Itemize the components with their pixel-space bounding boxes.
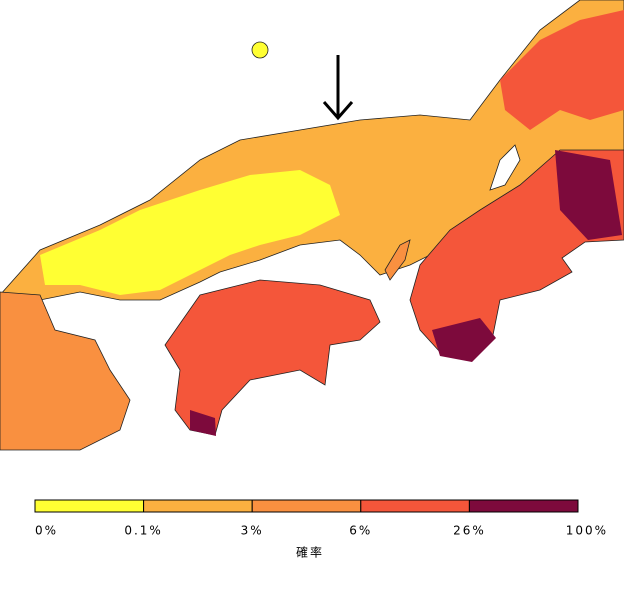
legend-swatch [251, 499, 362, 513]
red-area-north [500, 10, 624, 130]
yellow-area [40, 170, 340, 295]
arrow [322, 55, 354, 121]
kyushu [0, 291, 131, 451]
lake [489, 144, 521, 191]
dark-area-east [555, 150, 622, 240]
dark-area-shikoku [190, 410, 216, 436]
legend-label: 0% [35, 524, 58, 538]
legend-swatch [34, 499, 145, 513]
legend-swatch [143, 499, 253, 513]
shikoku [164, 279, 381, 436]
legend-label: 26% [453, 524, 486, 538]
awaji [384, 239, 411, 281]
legend: 確率 0% 0.1% 3% 6% 26% 100% [34, 499, 608, 560]
island [251, 41, 269, 59]
legend-swatch [360, 499, 470, 513]
dark-area-kii [432, 318, 496, 362]
legend-label: 3% [241, 524, 264, 538]
map [0, 0, 624, 451]
legend-label: 6% [349, 524, 372, 538]
legend-label: 0.1% [124, 524, 163, 538]
legend-label: 100% [566, 524, 608, 538]
legend-swatch [468, 499, 579, 513]
legend-title: 確率 [296, 545, 324, 560]
